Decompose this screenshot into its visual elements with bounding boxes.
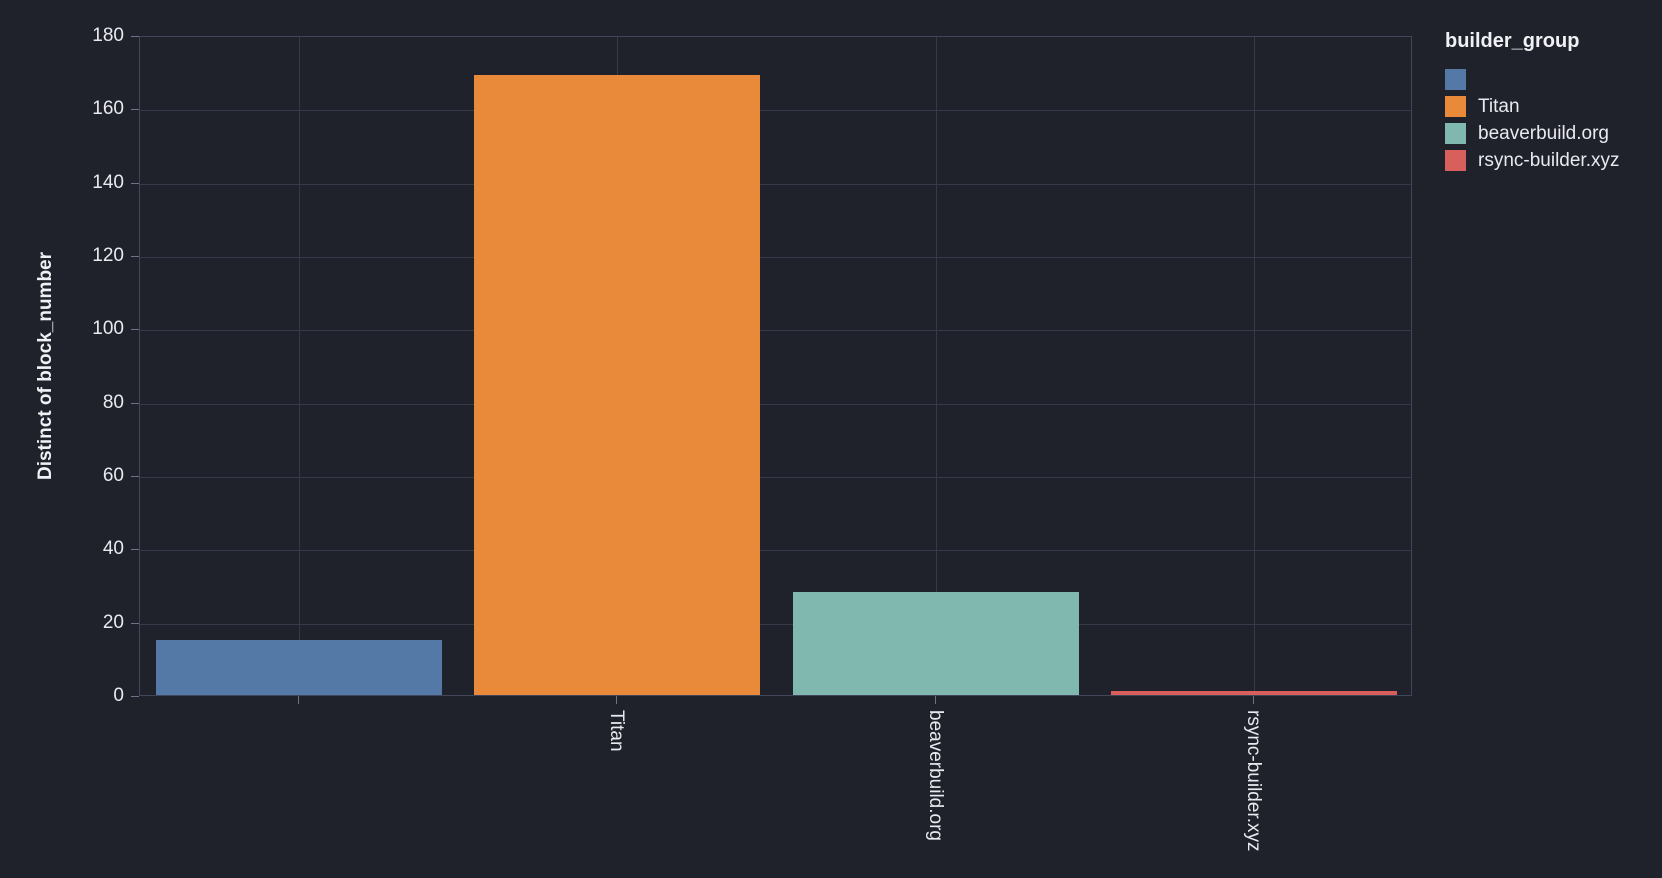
y-tick-100 [131, 329, 139, 330]
x-tick-0 [298, 696, 299, 704]
v-gridline-2 [935, 37, 937, 695]
y-tick-label-180: 180 [92, 25, 124, 46]
h-gridline-160 [140, 110, 1411, 112]
bar-blank[interactable] [156, 640, 442, 695]
y-tick-80 [131, 403, 139, 404]
y-tick-label-160: 160 [92, 98, 124, 119]
y-tick-0 [131, 696, 139, 697]
y-tick-label-40: 40 [102, 538, 124, 559]
h-gridline-60 [140, 477, 1411, 478]
y-tick-40 [131, 549, 139, 550]
bar-rsync-builder-xyz[interactable] [1111, 691, 1397, 695]
v-gridline-0 [299, 37, 301, 695]
y-tick-20 [131, 623, 139, 624]
x-tick-2 [935, 696, 936, 704]
h-gridline-100 [140, 330, 1411, 332]
h-gridline-20 [140, 623, 1411, 625]
y-tick-160 [131, 109, 139, 110]
legend-item-titan[interactable]: Titan [1445, 96, 1655, 117]
plot-area [139, 36, 1412, 696]
y-tick-label-60: 60 [102, 465, 124, 486]
y-tick-label-0: 0 [113, 685, 124, 706]
legend-swatch-icon [1445, 96, 1466, 117]
bar-beaverbuild-org[interactable] [793, 592, 1079, 695]
y-tick-label-20: 20 [102, 612, 124, 633]
y-tick-60 [131, 476, 139, 477]
h-gridline-120 [140, 257, 1411, 258]
y-tick-120 [131, 256, 139, 257]
y-tick-180 [131, 36, 139, 37]
x-tick-1 [616, 696, 617, 704]
x-tick-label-2: beaverbuild.org [925, 710, 946, 841]
legend-item-blank[interactable] [1445, 69, 1655, 90]
y-tick-label-100: 100 [92, 318, 124, 339]
x-tick-3 [1253, 696, 1254, 704]
y-tick-label-80: 80 [102, 392, 124, 413]
v-gridline-3 [1253, 37, 1255, 695]
legend: builder_group Titan beaverbuild.org rsync-… [1445, 30, 1655, 177]
legend-swatch-icon [1445, 150, 1466, 171]
y-tick-label-140: 140 [92, 172, 124, 193]
legend-item-label: beaverbuild.org [1478, 122, 1609, 144]
legend-item-rsync-builder-xyz[interactable]: rsync-builder.xyz [1445, 150, 1655, 171]
legend-swatch-icon [1445, 69, 1466, 90]
h-gridline-40 [140, 550, 1411, 552]
legend-swatch-icon [1445, 123, 1466, 144]
legend-item-label: rsync-builder.xyz [1478, 149, 1620, 171]
bar-titan[interactable] [474, 75, 760, 695]
legend-item-beaverbuild-org[interactable]: beaverbuild.org [1445, 123, 1655, 144]
h-gridline-140 [140, 183, 1411, 185]
x-tick-label-3: rsync-builder.xyz [1243, 710, 1264, 852]
x-tick-label-1: Titan [606, 710, 627, 752]
y-tick-140 [131, 183, 139, 184]
legend-item-label: Titan [1478, 95, 1520, 117]
legend-title: builder_group [1445, 30, 1580, 52]
legend-items: Titan beaverbuild.org rsync-builder.xyz [1445, 69, 1655, 171]
y-tick-label-120: 120 [92, 245, 124, 266]
h-gridline-80 [140, 403, 1411, 405]
